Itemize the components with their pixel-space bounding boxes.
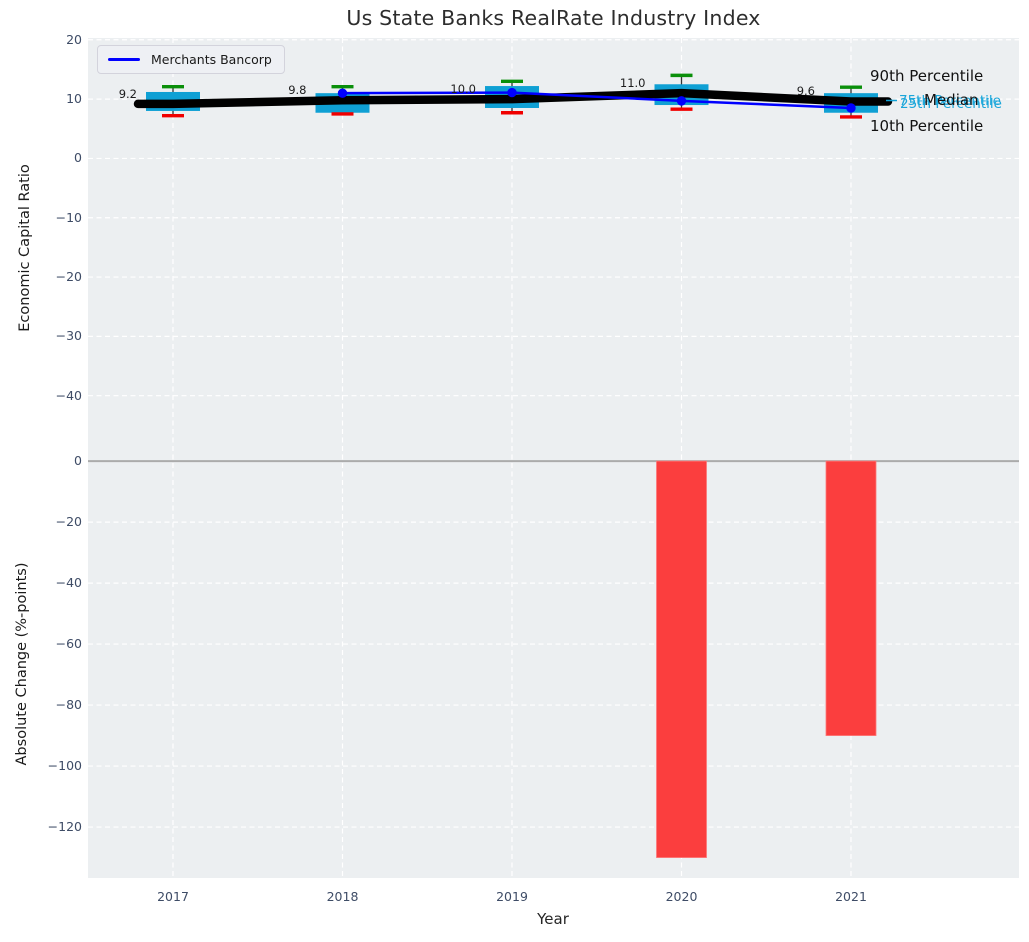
label-90th-percentile: 90th Percentile <box>870 67 983 85</box>
median-value-2020: 11.0 <box>586 76 646 90</box>
chart-title: Us State Banks RealRate Industry Index <box>88 6 1019 30</box>
x-tick-2020: 2020 <box>652 889 712 905</box>
y-tick-top--20: −20 <box>0 269 82 285</box>
label-10th-percentile: 10th Percentile <box>870 117 983 135</box>
median-value-2019: 10.0 <box>416 82 476 96</box>
legend: Merchants Bancorp <box>97 45 285 74</box>
y-tick-top--30: −30 <box>0 328 82 344</box>
y-axis-label-top: Economic Capital Ratio <box>17 164 33 331</box>
median-value-2018: 9.8 <box>247 83 307 97</box>
y-tick-bottom--80: −80 <box>0 697 82 713</box>
x-tick-2021: 2021 <box>821 889 881 905</box>
x-tick-2017: 2017 <box>143 889 203 905</box>
y-tick-bottom--120: −120 <box>0 819 82 835</box>
y-tick-top-10: 10 <box>0 91 82 107</box>
plot-area <box>88 38 1019 878</box>
y-axis-label-bottom: Absolute Change (%-points) <box>14 563 30 766</box>
y-tick-top--40: −40 <box>0 388 82 404</box>
legend-label: Merchants Bancorp <box>151 52 272 67</box>
y-tick-bottom--20: −20 <box>0 514 82 530</box>
figure: Us State Banks RealRate Industry Index E… <box>0 0 1029 942</box>
y-tick-top--10: −10 <box>0 210 82 226</box>
legend-line-sample <box>108 58 140 61</box>
y-tick-bottom--100: −100 <box>0 758 82 774</box>
y-tick-top-0: 0 <box>0 150 82 166</box>
x-axis-label: Year <box>493 910 613 928</box>
x-tick-2019: 2019 <box>482 889 542 905</box>
y-tick-bottom--60: −60 <box>0 636 82 652</box>
y-tick-bottom--40: −40 <box>0 575 82 591</box>
y-tick-bottom-0: 0 <box>0 453 82 469</box>
median-value-2021: 9.6 <box>755 84 815 98</box>
y-tick-top-20: 20 <box>0 32 82 48</box>
label-median: Median <box>924 91 979 109</box>
x-tick-2018: 2018 <box>313 889 373 905</box>
median-value-2017: 9.2 <box>77 87 137 101</box>
